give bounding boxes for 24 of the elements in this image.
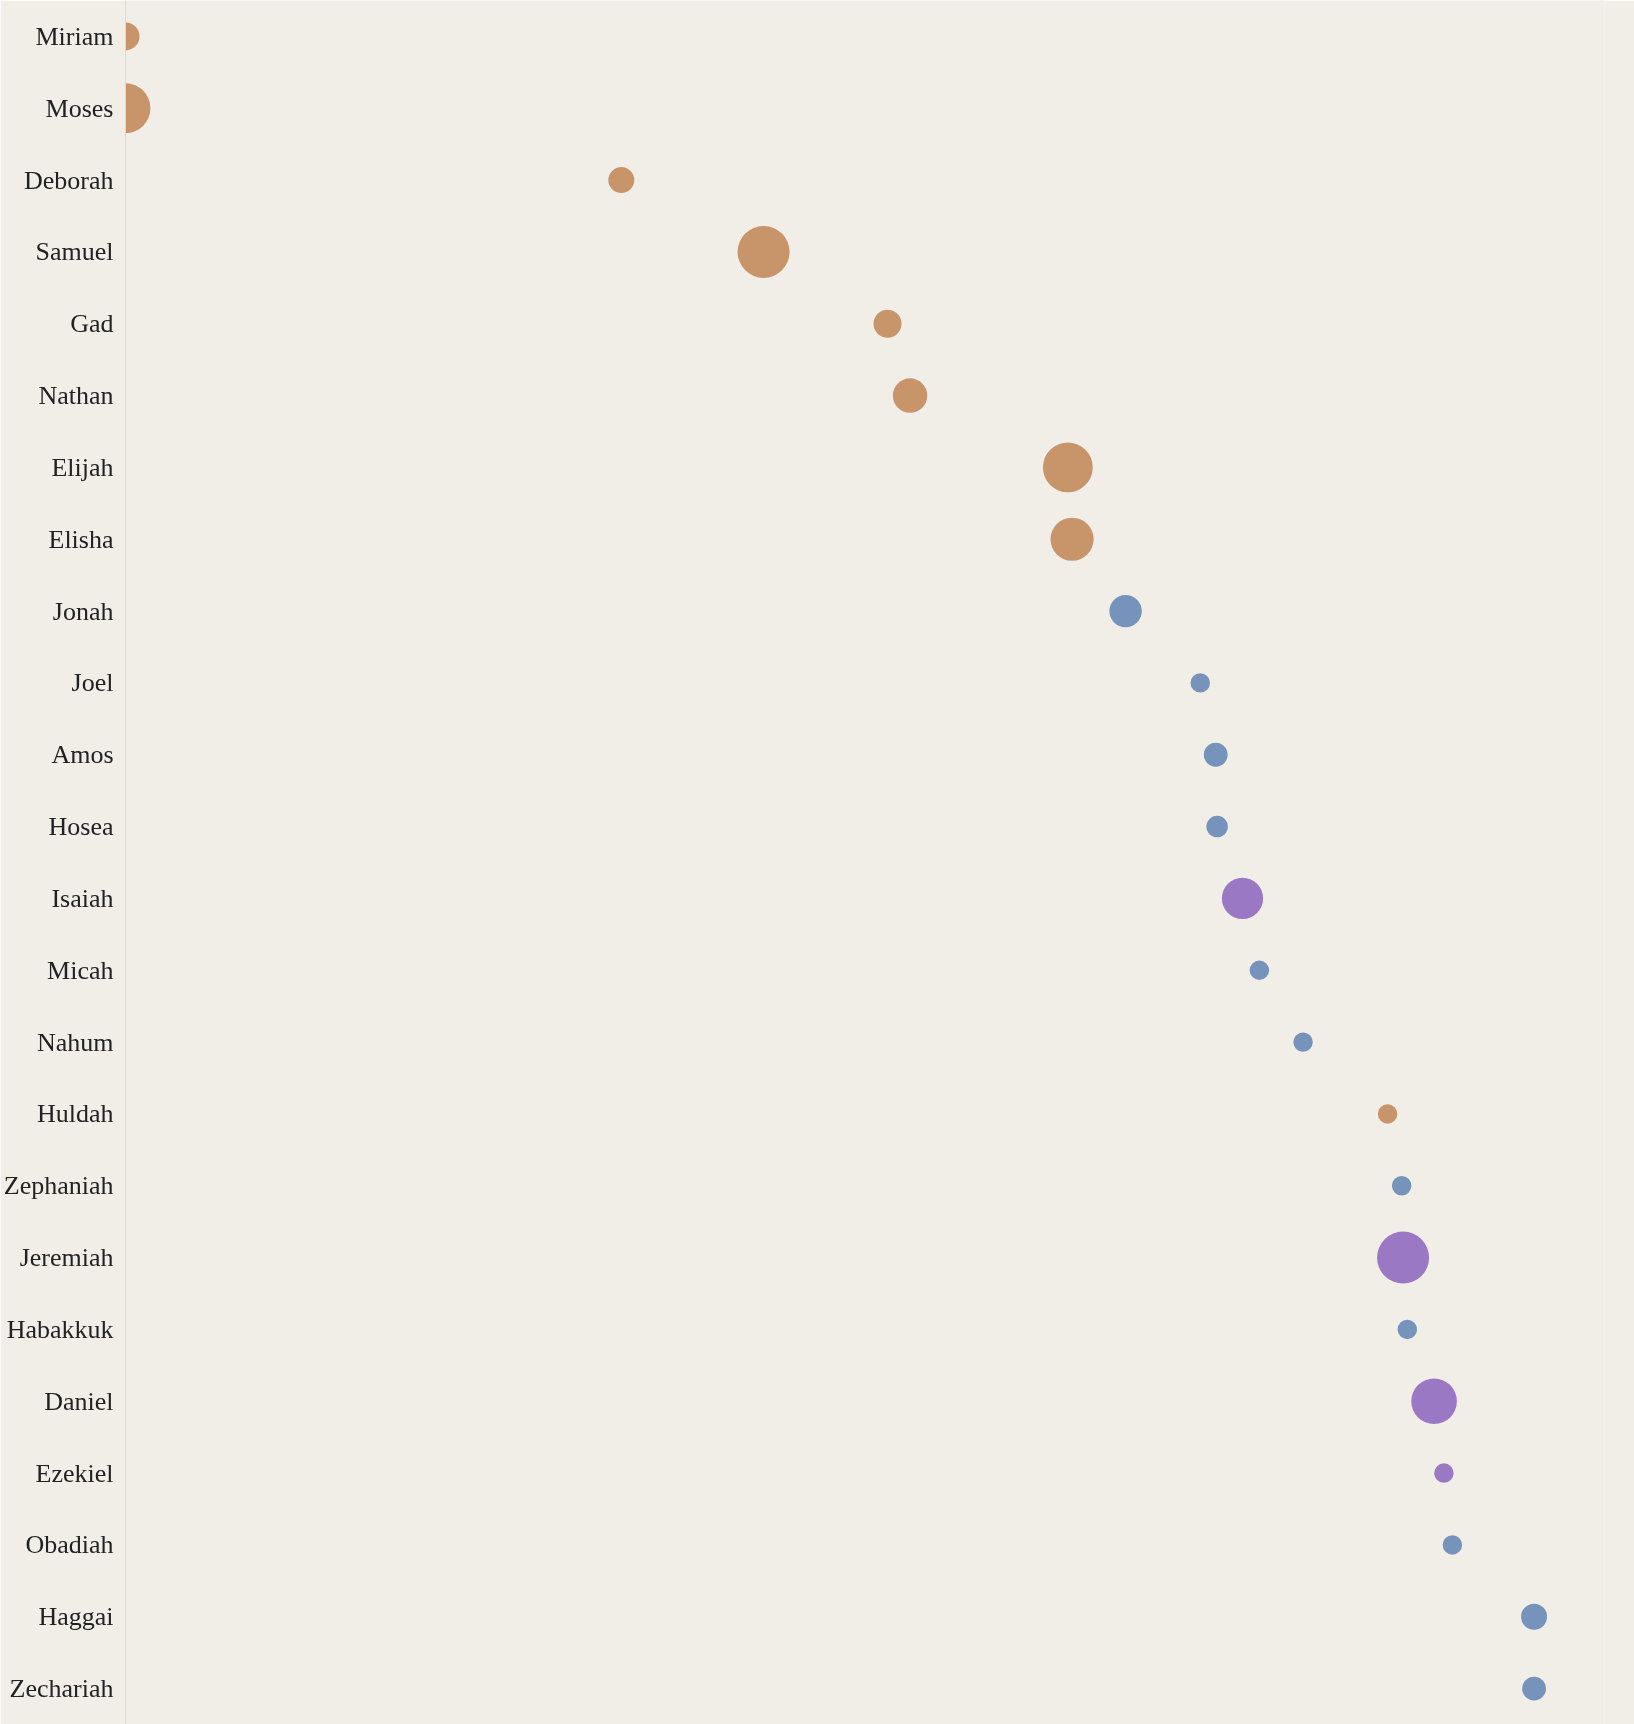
- y-tick-label: Zechariah: [9, 1674, 114, 1704]
- y-tick-label: Joel: [71, 668, 114, 698]
- y-tick-label: Elisha: [48, 524, 114, 554]
- y-tick-label: Ezekiel: [35, 1458, 114, 1488]
- y-tick-label: Elijah: [51, 452, 114, 482]
- y-tick-label: Samuel: [35, 237, 114, 267]
- y-tick-label: Hosea: [48, 812, 114, 842]
- y-tick-label: Moses: [45, 93, 114, 123]
- y-tick-label: Nathan: [38, 381, 114, 411]
- y-tick-label: Daniel: [44, 1386, 114, 1416]
- y-tick-label: Huldah: [36, 1099, 114, 1129]
- y-tick-label: Habakkuk: [6, 1314, 114, 1344]
- y-tick-label: Jonah: [52, 596, 114, 626]
- y-tick-label: Amos: [51, 740, 114, 770]
- y-tick-label: Zephaniah: [3, 1171, 114, 1201]
- y-tick-label: Nahum: [36, 1027, 114, 1057]
- y-tick-label: Obadiah: [25, 1530, 114, 1560]
- y-tick-label: Gad: [70, 309, 114, 339]
- y-tick-label: Isaiah: [51, 883, 114, 913]
- y-tick-label: Jeremiah: [19, 1243, 114, 1273]
- y-tick-label: Deborah: [23, 165, 114, 195]
- y-tick-label: Micah: [47, 955, 114, 985]
- y-tick-label: Miriam: [35, 21, 114, 51]
- y-tick-label: Haggai: [38, 1602, 114, 1632]
